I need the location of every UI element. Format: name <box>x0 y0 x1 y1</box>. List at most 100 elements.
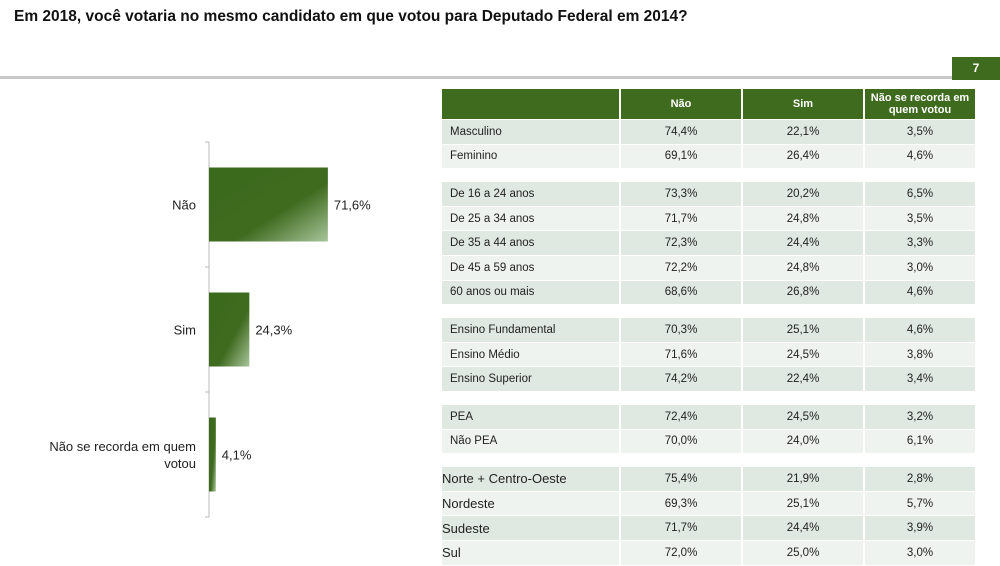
bar-2 <box>209 417 216 492</box>
cell-value: 3,0% <box>865 255 975 280</box>
row-label: Ensino Superior <box>442 367 619 391</box>
row-label: Sul <box>442 540 619 565</box>
cell-value: 69,3% <box>621 491 741 516</box>
table-row: Sul 72,0% 25,0% 3,0% <box>442 540 975 565</box>
header-divider <box>0 76 952 79</box>
cell-value: 21,9% <box>743 467 863 491</box>
cell-value: 3,9% <box>865 516 975 540</box>
category-label: Não <box>172 198 196 213</box>
cell-value: 4,6% <box>865 144 975 169</box>
row-label: De 35 a 44 anos <box>442 231 619 255</box>
table-row: Ensino Fundamental 70,3% 25,1% 4,6% <box>442 318 975 342</box>
category-label: votou <box>164 456 196 471</box>
table-row: Não PEA 70,0% 24,0% 6,1% <box>442 429 975 454</box>
row-label: De 45 a 59 anos <box>442 255 619 280</box>
row-label: Não PEA <box>442 429 619 454</box>
group-gap <box>442 454 975 467</box>
column-header: Não se recorda em quem votou <box>865 89 975 119</box>
cell-value: 71,7% <box>621 516 741 540</box>
cell-value: 73,3% <box>621 182 741 206</box>
row-label: De 25 a 34 anos <box>442 206 619 231</box>
row-label: Norte + Centro-Oeste <box>442 467 619 491</box>
cell-value: 24,0% <box>743 429 863 454</box>
cell-value: 3,0% <box>865 540 975 565</box>
slide-title: Em 2018, você votaria no mesmo candidato… <box>14 8 688 25</box>
cell-value: 71,7% <box>621 206 741 231</box>
category-label: Sim <box>174 323 196 338</box>
cell-value: 24,8% <box>743 255 863 280</box>
cell-value: 72,3% <box>621 231 741 255</box>
table-row: Feminino 69,1% 26,4% 4,6% <box>442 144 975 169</box>
row-label: De 16 a 24 anos <box>442 182 619 206</box>
column-header: Sim <box>743 89 863 119</box>
cell-value: 26,4% <box>743 144 863 169</box>
cell-value: 24,4% <box>743 231 863 255</box>
data-label: 4,1% <box>222 448 252 463</box>
table-row: Ensino Superior 74,2% 22,4% 3,4% <box>442 367 975 391</box>
group-gap <box>442 305 975 318</box>
cell-value: 2,8% <box>865 467 975 491</box>
cell-value: 22,4% <box>743 367 863 391</box>
cell-value: 20,2% <box>743 182 863 206</box>
cell-value: 72,0% <box>621 540 741 565</box>
table-row: De 25 a 34 anos 71,7% 24,8% 3,5% <box>442 206 975 231</box>
group-gap <box>442 391 975 404</box>
cell-value: 3,5% <box>865 206 975 231</box>
cell-value: 70,0% <box>621 429 741 454</box>
cell-value: 3,4% <box>865 367 975 391</box>
cell-value: 6,5% <box>865 182 975 206</box>
data-label: 24,3% <box>255 323 292 338</box>
table-row: De 16 a 24 anos 73,3% 20,2% 6,5% <box>442 182 975 206</box>
cell-value: 69,1% <box>621 144 741 169</box>
cell-value: 68,6% <box>621 280 741 305</box>
cell-value: 24,5% <box>743 404 863 429</box>
table-row: Masculino 74,4% 22,1% 3,5% <box>442 120 975 144</box>
row-label: Ensino Médio <box>442 342 619 367</box>
cell-value: 6,1% <box>865 429 975 454</box>
cell-value: 25,1% <box>743 491 863 516</box>
row-label: Nordeste <box>442 491 619 516</box>
column-header <box>442 89 619 119</box>
cell-value: 4,6% <box>865 318 975 342</box>
cell-value: 74,2% <box>621 367 741 391</box>
row-label: Ensino Fundamental <box>442 318 619 342</box>
table-row: De 45 a 59 anos 72,2% 24,8% 3,0% <box>442 255 975 280</box>
cell-value: 24,5% <box>743 342 863 367</box>
table-row: Ensino Médio 71,6% 24,5% 3,8% <box>442 342 975 367</box>
table-row: Sudeste 71,7% 24,4% 3,9% <box>442 516 975 540</box>
crosstab-table: Não Sim Não se recorda em quem votou Mascu… <box>440 88 977 566</box>
group-gap <box>442 169 975 182</box>
cell-value: 71,6% <box>621 342 741 367</box>
table-row: PEA 72,4% 24,5% 3,2% <box>442 404 975 429</box>
cell-value: 3,2% <box>865 404 975 429</box>
bar-0 <box>209 167 328 242</box>
cell-value: 26,8% <box>743 280 863 305</box>
cell-value: 75,4% <box>621 467 741 491</box>
cell-value: 25,0% <box>743 540 863 565</box>
row-label: Feminino <box>442 144 619 169</box>
cell-value: 72,4% <box>621 404 741 429</box>
table-row: De 35 a 44 anos 72,3% 24,4% 3,3% <box>442 231 975 255</box>
cell-value: 4,6% <box>865 280 975 305</box>
cell-value: 22,1% <box>743 120 863 144</box>
table-row: Norte + Centro-Oeste 75,4% 21,9% 2,8% <box>442 467 975 491</box>
row-label: 60 anos ou mais <box>442 280 619 305</box>
table-row: Nordeste 69,3% 25,1% 5,7% <box>442 491 975 516</box>
bar-1 <box>209 292 250 367</box>
row-label: PEA <box>442 404 619 429</box>
bar-chart: 71,6% Não 24,3% Sim 4,1% Não se recorda em qu… <box>49 141 371 518</box>
category-label: Não se recorda em quem <box>49 439 196 454</box>
cell-value: 74,4% <box>621 120 741 144</box>
cell-value: 5,7% <box>865 491 975 516</box>
cell-value: 25,1% <box>743 318 863 342</box>
cell-value: 3,5% <box>865 120 975 144</box>
cell-value: 72,2% <box>621 255 741 280</box>
row-label: Sudeste <box>442 516 619 540</box>
cell-value: 70,3% <box>621 318 741 342</box>
table-row: 60 anos ou mais 68,6% 26,8% 4,6% <box>442 280 975 305</box>
cell-value: 3,8% <box>865 342 975 367</box>
page-number: 7 <box>952 57 1000 80</box>
cell-value: 3,3% <box>865 231 975 255</box>
data-label: 71,6% <box>334 198 371 213</box>
column-header: Não <box>621 89 741 119</box>
